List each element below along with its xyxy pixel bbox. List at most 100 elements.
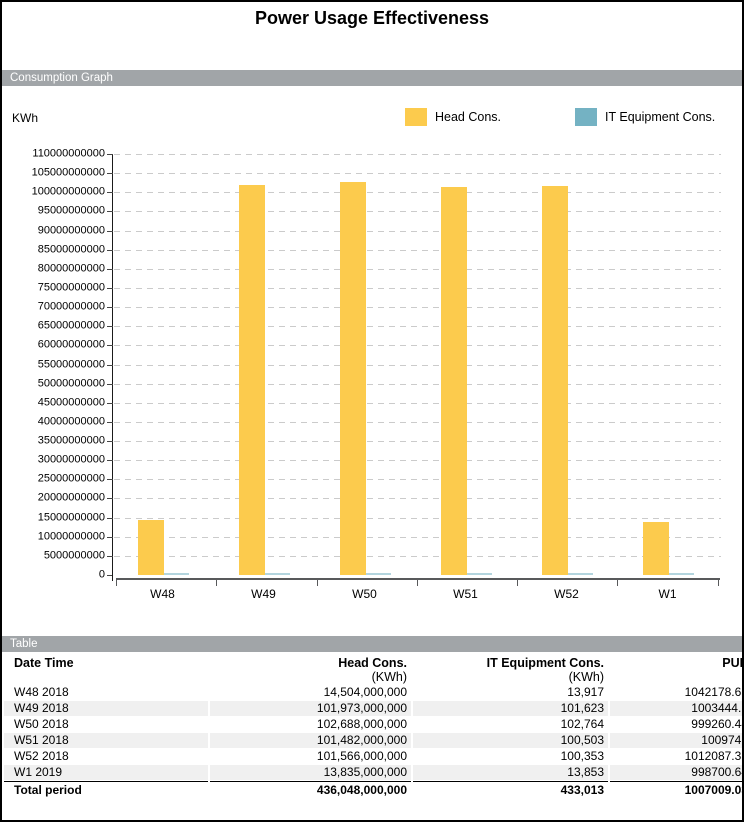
legend-label-head-cons: Head Cons. xyxy=(435,110,502,124)
y-axis-tick-label: 100000000000 xyxy=(31,185,105,198)
gridline xyxy=(114,364,721,366)
gridline xyxy=(114,326,721,328)
y-axis-tick xyxy=(107,460,113,462)
y-axis-tick-label: 80000000000 xyxy=(37,262,105,275)
y-axis-tick xyxy=(107,249,113,251)
date-time-cell: W51 2018 xyxy=(4,733,208,748)
consumption-graph-section-header: Consumption Graph xyxy=(2,70,742,86)
y-axis-tick-label: 50000000000 xyxy=(37,377,105,390)
y-axis-tick-label: 65000000000 xyxy=(37,319,105,332)
total-date-time-cell: Total period xyxy=(4,781,208,799)
gridline xyxy=(114,230,721,232)
it-equipment-cons-cell: 102,764 xyxy=(560,717,604,731)
table-row: W51 2018 101,482,000,000 100,503 1009741 xyxy=(4,733,742,748)
date-time-cell: W50 2018 xyxy=(14,717,69,731)
y-axis-tick xyxy=(107,498,113,500)
it-equipment-cons-bar-w49 xyxy=(264,573,290,575)
y-axis-tick xyxy=(107,364,113,366)
y-axis-tick-label: 85000000000 xyxy=(37,243,105,256)
head-cons-cell: 102,688,000,000 xyxy=(316,717,407,731)
pue-cell: 1003444.1 xyxy=(610,701,742,716)
it-equipment-cons-bar-w50 xyxy=(365,573,391,575)
gridline xyxy=(114,383,721,385)
table-total-row: Total period 436,048,000,000 433,013 100700… xyxy=(4,781,742,799)
x-axis-tick xyxy=(617,578,619,586)
table-body: W48 2018 14,504,000,000 13,917 1042178.63 W4… xyxy=(4,685,744,799)
legend-item-head-cons: Head Cons. xyxy=(405,107,501,127)
y-axis-tick-label: 45000000000 xyxy=(37,396,105,409)
total-it-equipment-cons-cell: 433,013 xyxy=(413,781,608,799)
gridline xyxy=(114,460,721,462)
y-axis-tick-label: 55000000000 xyxy=(37,358,105,370)
x-axis-tick xyxy=(116,578,117,586)
date-time-cell: W48 2018 xyxy=(14,685,69,699)
y-axis-tick xyxy=(107,154,113,155)
category-w48 xyxy=(113,154,214,575)
y-axis-tick xyxy=(107,192,113,194)
y-axis-tick xyxy=(107,211,113,213)
column-header-it-equipment-cons: IT Equipment Cons. (KWh) xyxy=(486,656,604,684)
pue-cell: 1012087.33 xyxy=(684,749,744,763)
bar-chart: 0 5000000000 10000000000 15000000000 2000000… xyxy=(2,148,742,601)
legend-item-it-equipment-cons: IT Equipment Cons. xyxy=(575,107,715,127)
y-axis-tick-label: 70000000000 xyxy=(37,300,105,313)
pue-cell: 998700.64 xyxy=(610,765,742,780)
head-cons-bar-w49 xyxy=(238,184,265,575)
table-section-header: Table xyxy=(2,636,742,652)
page-title: Power Usage Effectiveness xyxy=(254,8,490,28)
gridline xyxy=(114,555,721,557)
x-axis-label-w52: W52 xyxy=(554,587,579,601)
y-axis-tick-label: 20000000000 xyxy=(37,491,105,504)
y-axis-tick-label: 25000000000 xyxy=(37,472,105,485)
x-axis-tick xyxy=(517,578,519,586)
y-axis-tick xyxy=(107,517,113,519)
it-equipment-cons-cell: 100,353 xyxy=(560,749,604,763)
head-cons-bar-w51 xyxy=(440,186,467,575)
head-cons-cell: 101,973,000,000 xyxy=(210,701,411,716)
head-cons-bar-w1 xyxy=(642,522,669,575)
date-time-cell: W52 2018 xyxy=(14,749,69,763)
y-axis-tick-label: 60000000000 xyxy=(37,338,105,351)
x-axis-label-w48: W48 xyxy=(150,587,175,601)
column-header-pue: PUE xyxy=(722,656,742,670)
x-axis-label-w50: W50 xyxy=(352,587,377,601)
y-axis-tick xyxy=(107,173,113,175)
x-axis-tick xyxy=(216,578,218,586)
date-time-cell: W1 2019 xyxy=(4,765,208,780)
gridline xyxy=(114,249,721,251)
y-axis-tick xyxy=(107,555,113,557)
it-equipment-cons-bar-w52 xyxy=(567,573,593,575)
x-axis-label-w1: W1 xyxy=(658,587,677,601)
table-row: W50 2018 102,688,000,000 102,764 999260.44 xyxy=(4,717,742,732)
category-w49 xyxy=(214,154,315,575)
it-equipment-cons-cell: 13,917 xyxy=(567,685,604,699)
y-axis-tick xyxy=(107,441,113,443)
y-axis-tick-label: 35000000000 xyxy=(37,434,105,447)
total-head-cons-cell: 436,048,000,000 xyxy=(210,781,411,799)
y-axis-tick xyxy=(107,287,113,289)
head-cons-cell: 14,504,000,000 xyxy=(323,685,407,699)
table-row: W48 2018 14,504,000,000 13,917 1042178.63 xyxy=(4,685,742,700)
head-cons-swatch xyxy=(405,108,427,126)
column-header-head-cons: Head Cons. (KWh) xyxy=(338,656,407,684)
y-axis-tick xyxy=(107,307,113,309)
gridline xyxy=(114,211,721,213)
y-axis-tick-label: 90000000000 xyxy=(37,224,105,237)
head-cons-cell: 13,835,000,000 xyxy=(210,765,411,780)
y-axis-tick-label: 30000000000 xyxy=(37,453,105,466)
category-w50 xyxy=(315,154,416,575)
y-axis-tick-label: 105000000000 xyxy=(31,166,105,179)
legend-label-it-equipment-cons: IT Equipment Cons. xyxy=(605,110,716,124)
column-header-date-time: Date Time xyxy=(14,656,74,670)
category-w51 xyxy=(416,154,517,575)
y-axis-tick xyxy=(107,575,113,576)
gridline xyxy=(114,517,721,519)
x-axis-line xyxy=(116,578,720,580)
head-cons-bar-w48 xyxy=(137,519,164,575)
y-axis-tick xyxy=(107,479,113,481)
y-axis-tick-label: 95000000000 xyxy=(37,204,105,217)
pue-cell: 1009741 xyxy=(610,733,742,748)
it-equipment-cons-cell: 101,623 xyxy=(413,701,608,716)
table-row: W49 2018 101,973,000,000 101,623 1003444.1 xyxy=(4,701,742,716)
